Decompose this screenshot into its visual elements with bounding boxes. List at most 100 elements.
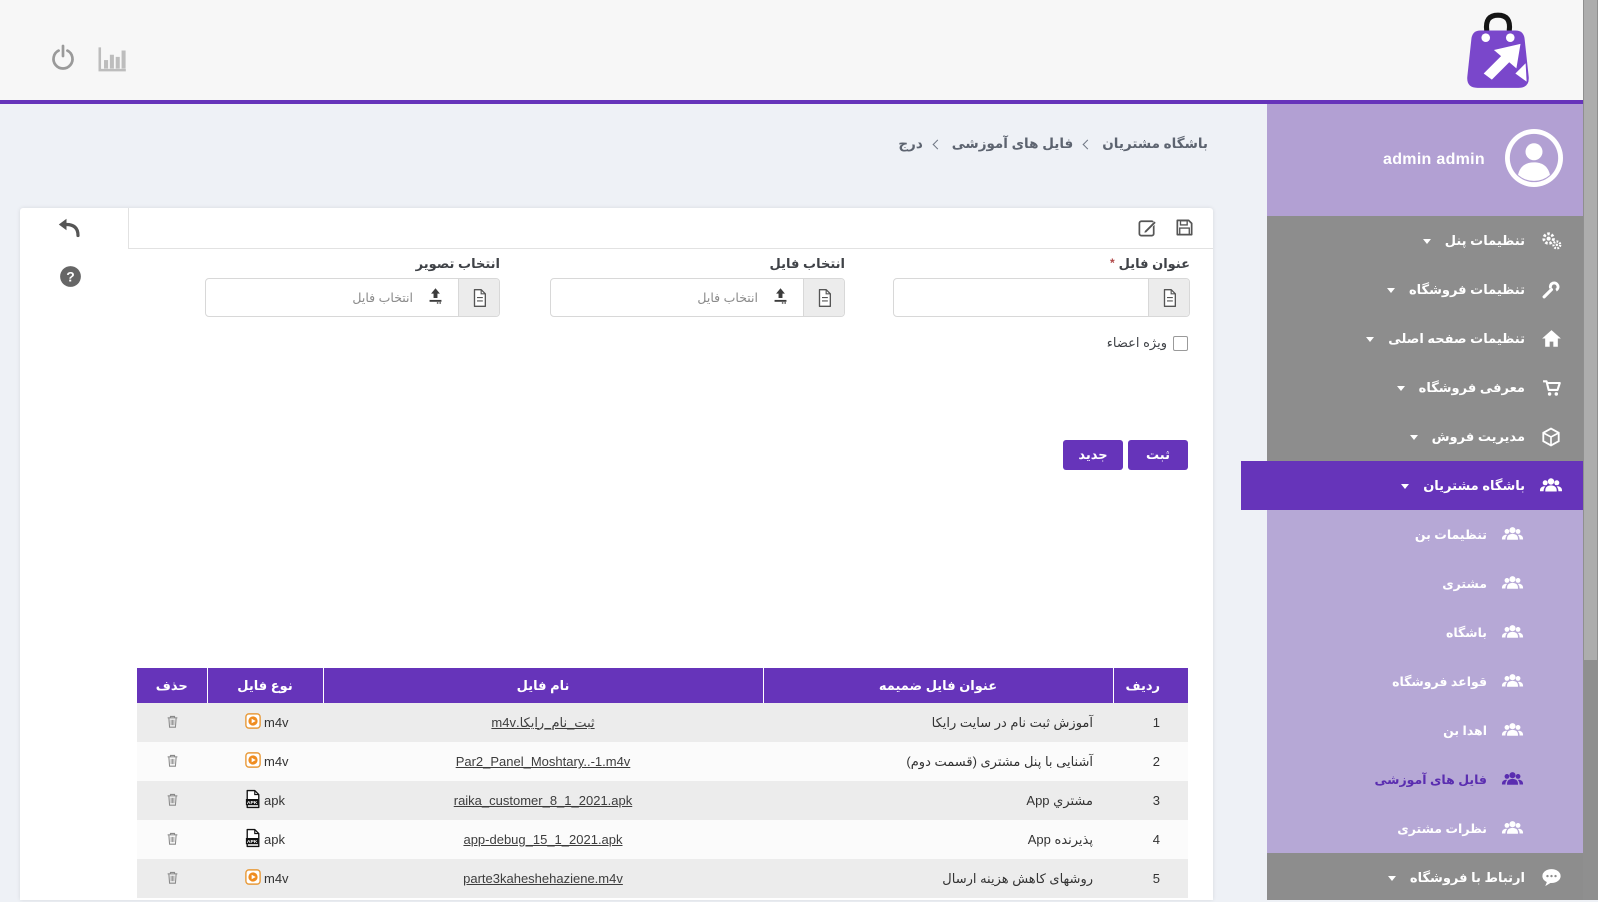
table-header-row: ردیف عنوان فایل ضمیمه نام فایل نوع فایل … [137, 668, 1188, 703]
back-arrow-icon[interactable] [56, 215, 82, 241]
members-only-checkbox-row[interactable]: ویژه اعضاء [1107, 335, 1188, 351]
file-link[interactable]: Par2_Panel_Moshtary..-1.m4v [455, 754, 631, 769]
chevron-down-icon [1387, 876, 1396, 881]
chevron-down-icon [1386, 288, 1395, 293]
sidebar-item-label: ارتباط با فروشگاه [1409, 869, 1525, 885]
file-type-text: apk [264, 793, 285, 808]
users-icon [1539, 474, 1563, 498]
sidebar-item-label: معرفی فروشگاه [1418, 379, 1525, 395]
file-title-label: عنوان فایل * [893, 256, 1190, 272]
apk-file-icon: APK [245, 789, 261, 812]
sidebar-item-sales-management[interactable]: مدیریت فروش [1267, 412, 1583, 461]
cube-icon [1539, 426, 1563, 448]
home-icon [1539, 327, 1563, 350]
content-card: ? عنوان فایل * [20, 208, 1213, 900]
chevron-down-icon [1409, 435, 1418, 440]
breadcrumb-item-training-files[interactable]: فایل های آموزشی [951, 136, 1074, 151]
edit-icon[interactable] [1137, 217, 1158, 243]
avatar [1505, 128, 1563, 192]
submit-button[interactable]: ثبت [1128, 440, 1188, 470]
file-link[interactable]: parte3kaheshehaziene.m4v [463, 871, 623, 886]
trash-icon[interactable] [166, 870, 179, 888]
new-button[interactable]: جدید [1063, 440, 1123, 470]
file-type-text: m4v [264, 754, 289, 769]
video-file-icon [245, 752, 261, 771]
users-icon [1499, 621, 1525, 644]
users-icon [1499, 523, 1525, 546]
members-only-checkbox[interactable] [1173, 335, 1188, 351]
chevron-down-icon [1401, 484, 1410, 489]
file-link[interactable]: ثبت_نام_رایکا.m4v [491, 714, 595, 730]
field-label-text: انتخاب فایل [769, 256, 845, 271]
file-type-text: m4v [264, 715, 289, 730]
power-icon[interactable] [47, 42, 79, 74]
sidebar-subitem-bon-settings[interactable]: تنظیمات بن [1267, 510, 1583, 559]
users-icon [1499, 719, 1525, 742]
sidebar-subitem-customer-comments[interactable]: نظرات مشتری [1267, 804, 1583, 853]
trash-icon[interactable] [166, 792, 179, 810]
cart-icon [1539, 376, 1563, 399]
save-icon[interactable] [1174, 217, 1195, 243]
page-scrollbar[interactable] [1583, 0, 1598, 900]
sidebar-subitem-label: نظرات مشتری [1397, 822, 1487, 836]
sidebar-subitem-club[interactable]: باشگاه [1267, 608, 1583, 657]
upload-icon [772, 287, 789, 309]
header-file-type: نوع فایل [207, 668, 324, 703]
trash-icon[interactable] [166, 753, 179, 771]
header-attachment-title: عنوان فایل ضمیمه [763, 668, 1114, 703]
sidebar-subitem-label: فایل های آموزشی [1374, 773, 1488, 787]
sidebar-subitem-shop-rules[interactable]: قواعد فروشگاه [1267, 657, 1583, 706]
file-link[interactable]: raika_customer_8_1_2021.apk [453, 793, 633, 808]
field-label-text: انتخاب تصویر [415, 256, 500, 271]
sidebar-subitem-label: قواعد فروشگاه [1392, 675, 1487, 689]
table-row: 3 مشتري App raika_customer_8_1_2021.apk … [137, 781, 1188, 820]
sidebar-subitem-bon-gift[interactable]: اهدا بن [1267, 706, 1583, 755]
sidebar-item-label: باشگاه مشتریان [1423, 477, 1525, 493]
shop-logo[interactable] [1462, 6, 1534, 96]
toolbar-divider [128, 208, 129, 248]
trash-icon[interactable] [166, 831, 179, 849]
sidebar-item-customer-club[interactable]: باشگاه مشتریان [1241, 461, 1583, 510]
chevron-left-icon [932, 139, 943, 150]
scrollbar-thumb[interactable] [1584, 0, 1597, 660]
cell-row-number: 5 [1113, 859, 1188, 898]
breadcrumb-item-customer-club[interactable]: باشگاه مشتریان [1102, 136, 1208, 151]
customer-club-submenu: تنظیمات بن مشتری باشگاه قواعد فروشگاه اه… [1267, 510, 1583, 853]
sidebar-user-panel[interactable]: admin admin [1267, 104, 1583, 216]
file-link[interactable]: app-debug_15_1_2021.apk [463, 832, 623, 847]
upload-icon [427, 287, 444, 309]
users-icon [1499, 768, 1525, 791]
cell-attachment-title: روشهای کاهش هزینه ارسال [763, 859, 1113, 898]
file-select-label: انتخاب فایل [550, 256, 845, 272]
chevron-down-icon [1366, 337, 1375, 342]
chevron-left-icon [1082, 139, 1093, 150]
image-upload-input[interactable]: انتخاب فایل [206, 279, 458, 316]
chevron-down-icon [1422, 239, 1431, 244]
header-row-number: ردیف [1113, 668, 1188, 703]
sidebar-item-contact-shop[interactable]: ارتباط با فروشگاه [1267, 853, 1583, 902]
sidebar-item-panel-settings[interactable]: تنظیمات پنل [1267, 216, 1583, 265]
sidebar-subitem-label: اهدا بن [1443, 724, 1487, 738]
sidebar-item-shop-intro[interactable]: معرفی فروشگاه [1267, 363, 1583, 412]
breadcrumb-item-insert: درج [898, 136, 923, 151]
trash-icon[interactable] [166, 714, 179, 732]
chevron-down-icon [1396, 386, 1405, 391]
sidebar-item-shop-settings[interactable]: تنظیمات فروشگاه [1267, 265, 1583, 314]
chat-icon [1539, 866, 1563, 889]
file-type-text: apk [264, 832, 285, 847]
table-row: 5 روشهای کاهش هزینه ارسال parte3kahesheh… [137, 859, 1188, 898]
file-title-input[interactable] [894, 279, 1148, 316]
upload-placeholder: انتخاب فایل [697, 291, 758, 305]
file-upload-input[interactable]: انتخاب فایل [551, 279, 803, 316]
breadcrumb: باشگاه مشتریان فایل های آموزشی درج [898, 136, 1208, 152]
sidebar-subitem-training-files[interactable]: فایل های آموزشی [1267, 755, 1583, 804]
document-icon [458, 279, 499, 316]
cell-attachment-title: آموزش ثبت نام در سایت رایکا [763, 703, 1113, 742]
bar-chart-icon[interactable] [94, 42, 130, 76]
cell-row-number: 4 [1113, 820, 1188, 859]
sidebar-subitem-label: تنظیمات بن [1414, 528, 1487, 542]
sidebar-item-label: مدیریت فروش [1431, 428, 1525, 444]
sidebar-item-home-settings[interactable]: تنظیمات صفحه اصلی [1267, 314, 1583, 363]
help-icon[interactable]: ? [58, 264, 84, 290]
sidebar-subitem-customer[interactable]: مشتری [1267, 559, 1583, 608]
